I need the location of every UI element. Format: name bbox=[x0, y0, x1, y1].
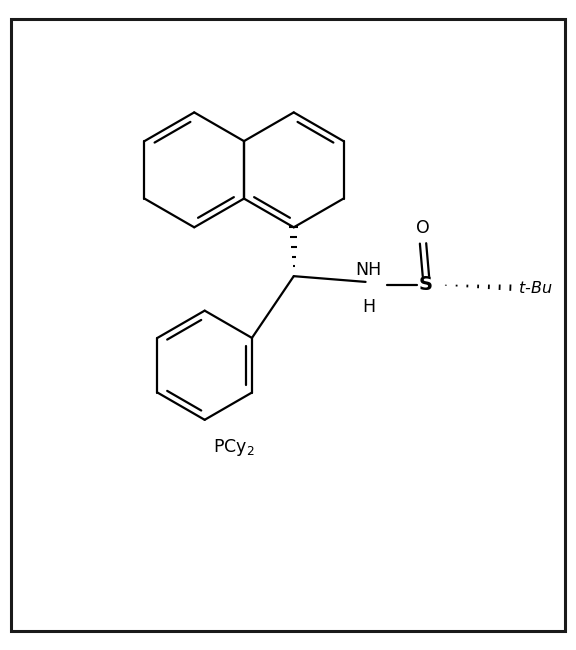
Text: O: O bbox=[416, 220, 430, 237]
Text: $t$-Bu: $t$-Bu bbox=[518, 280, 552, 296]
Text: H: H bbox=[362, 298, 376, 316]
Text: S: S bbox=[419, 276, 433, 294]
Text: NH: NH bbox=[355, 261, 381, 279]
Text: PCy$_2$: PCy$_2$ bbox=[213, 437, 255, 458]
